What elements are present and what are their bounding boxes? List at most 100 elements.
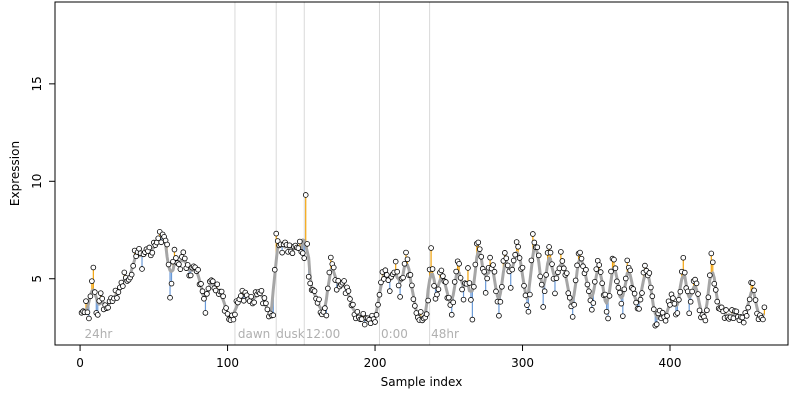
data-point <box>749 280 756 286</box>
data-point <box>566 294 573 301</box>
data-point <box>580 263 586 269</box>
data-point <box>205 285 212 292</box>
data-point <box>401 260 408 267</box>
data-point <box>121 269 128 276</box>
data-point <box>238 293 244 299</box>
data-point <box>440 273 446 279</box>
data-point <box>360 310 367 317</box>
x-tick-label: 0 <box>76 356 84 370</box>
data-point <box>409 282 415 289</box>
data-point <box>491 268 498 275</box>
y-tick-label: 10 <box>30 174 44 189</box>
data-point <box>130 263 136 269</box>
data-point <box>382 267 389 274</box>
data-point <box>565 290 572 296</box>
data-point <box>624 257 631 264</box>
data-point <box>593 266 600 272</box>
data-point <box>667 302 673 308</box>
data-point <box>707 272 713 278</box>
data-point <box>496 312 502 319</box>
annotation-label: 12:00 <box>306 327 341 341</box>
data-point <box>164 241 170 248</box>
data-point <box>662 317 669 324</box>
data-point <box>546 244 552 250</box>
data-point <box>618 300 625 307</box>
data-point <box>407 272 414 278</box>
data-point <box>146 244 153 251</box>
data-point <box>487 254 493 261</box>
data-point <box>201 295 207 302</box>
data-point <box>745 304 751 311</box>
data-point <box>530 231 536 237</box>
data-point <box>664 313 670 319</box>
data-point <box>410 296 417 302</box>
data-point <box>590 300 597 306</box>
data-point <box>322 305 328 311</box>
data-point <box>350 301 356 308</box>
x-axis: 0 100 200 300 400 <box>76 344 682 370</box>
data-point <box>636 306 642 312</box>
data-point <box>527 291 533 298</box>
data-point <box>648 284 654 291</box>
data-point <box>709 259 716 266</box>
data-point <box>611 256 617 263</box>
data-point <box>507 285 514 291</box>
data-point <box>199 288 206 295</box>
data-point <box>372 319 378 325</box>
data-point <box>204 291 210 297</box>
data-point <box>681 269 688 276</box>
data-point <box>295 245 302 251</box>
data-point <box>586 288 592 295</box>
data-point <box>521 282 527 289</box>
data-point <box>612 265 619 271</box>
data-point <box>563 270 570 276</box>
data-point <box>606 293 613 299</box>
data-point <box>578 255 585 262</box>
data-point <box>696 307 703 314</box>
data-point <box>376 291 383 298</box>
data-point <box>631 290 638 297</box>
data-point <box>214 281 221 288</box>
data-point <box>577 249 583 256</box>
data-point <box>620 313 626 319</box>
data-point <box>299 250 306 256</box>
data-point <box>537 273 544 280</box>
data-point <box>434 291 440 298</box>
data-point <box>503 255 510 262</box>
data-point <box>386 288 393 294</box>
data-point <box>177 266 184 272</box>
data-point <box>459 286 465 293</box>
data-point <box>761 304 768 311</box>
data-point <box>358 316 365 322</box>
data-point <box>522 292 529 299</box>
data-point <box>220 293 226 300</box>
data-point <box>531 239 538 246</box>
data-point <box>395 282 402 289</box>
data-point <box>572 277 579 284</box>
data-point <box>676 296 682 303</box>
data-point <box>650 306 657 312</box>
data-point <box>443 279 449 285</box>
data-point <box>202 310 209 316</box>
data-point <box>92 289 98 295</box>
data-point <box>596 262 603 268</box>
x-axis-title: Sample index <box>381 375 463 389</box>
data-point <box>392 258 399 265</box>
data-point <box>305 273 312 280</box>
x-tick-label: 400 <box>659 356 682 370</box>
data-point <box>465 265 471 271</box>
annotation-label: 48hr <box>431 327 459 341</box>
smoothed-series-line <box>80 235 765 323</box>
data-point <box>297 238 303 245</box>
data-point <box>397 294 403 300</box>
x-tick-label: 200 <box>364 356 387 370</box>
data-points <box>78 192 768 329</box>
data-point <box>627 267 633 274</box>
data-point <box>569 314 576 320</box>
data-point <box>733 308 740 315</box>
data-point <box>155 235 162 242</box>
data-point <box>524 302 530 308</box>
data-point <box>105 304 111 311</box>
data-point <box>431 283 437 289</box>
data-point <box>617 289 623 296</box>
